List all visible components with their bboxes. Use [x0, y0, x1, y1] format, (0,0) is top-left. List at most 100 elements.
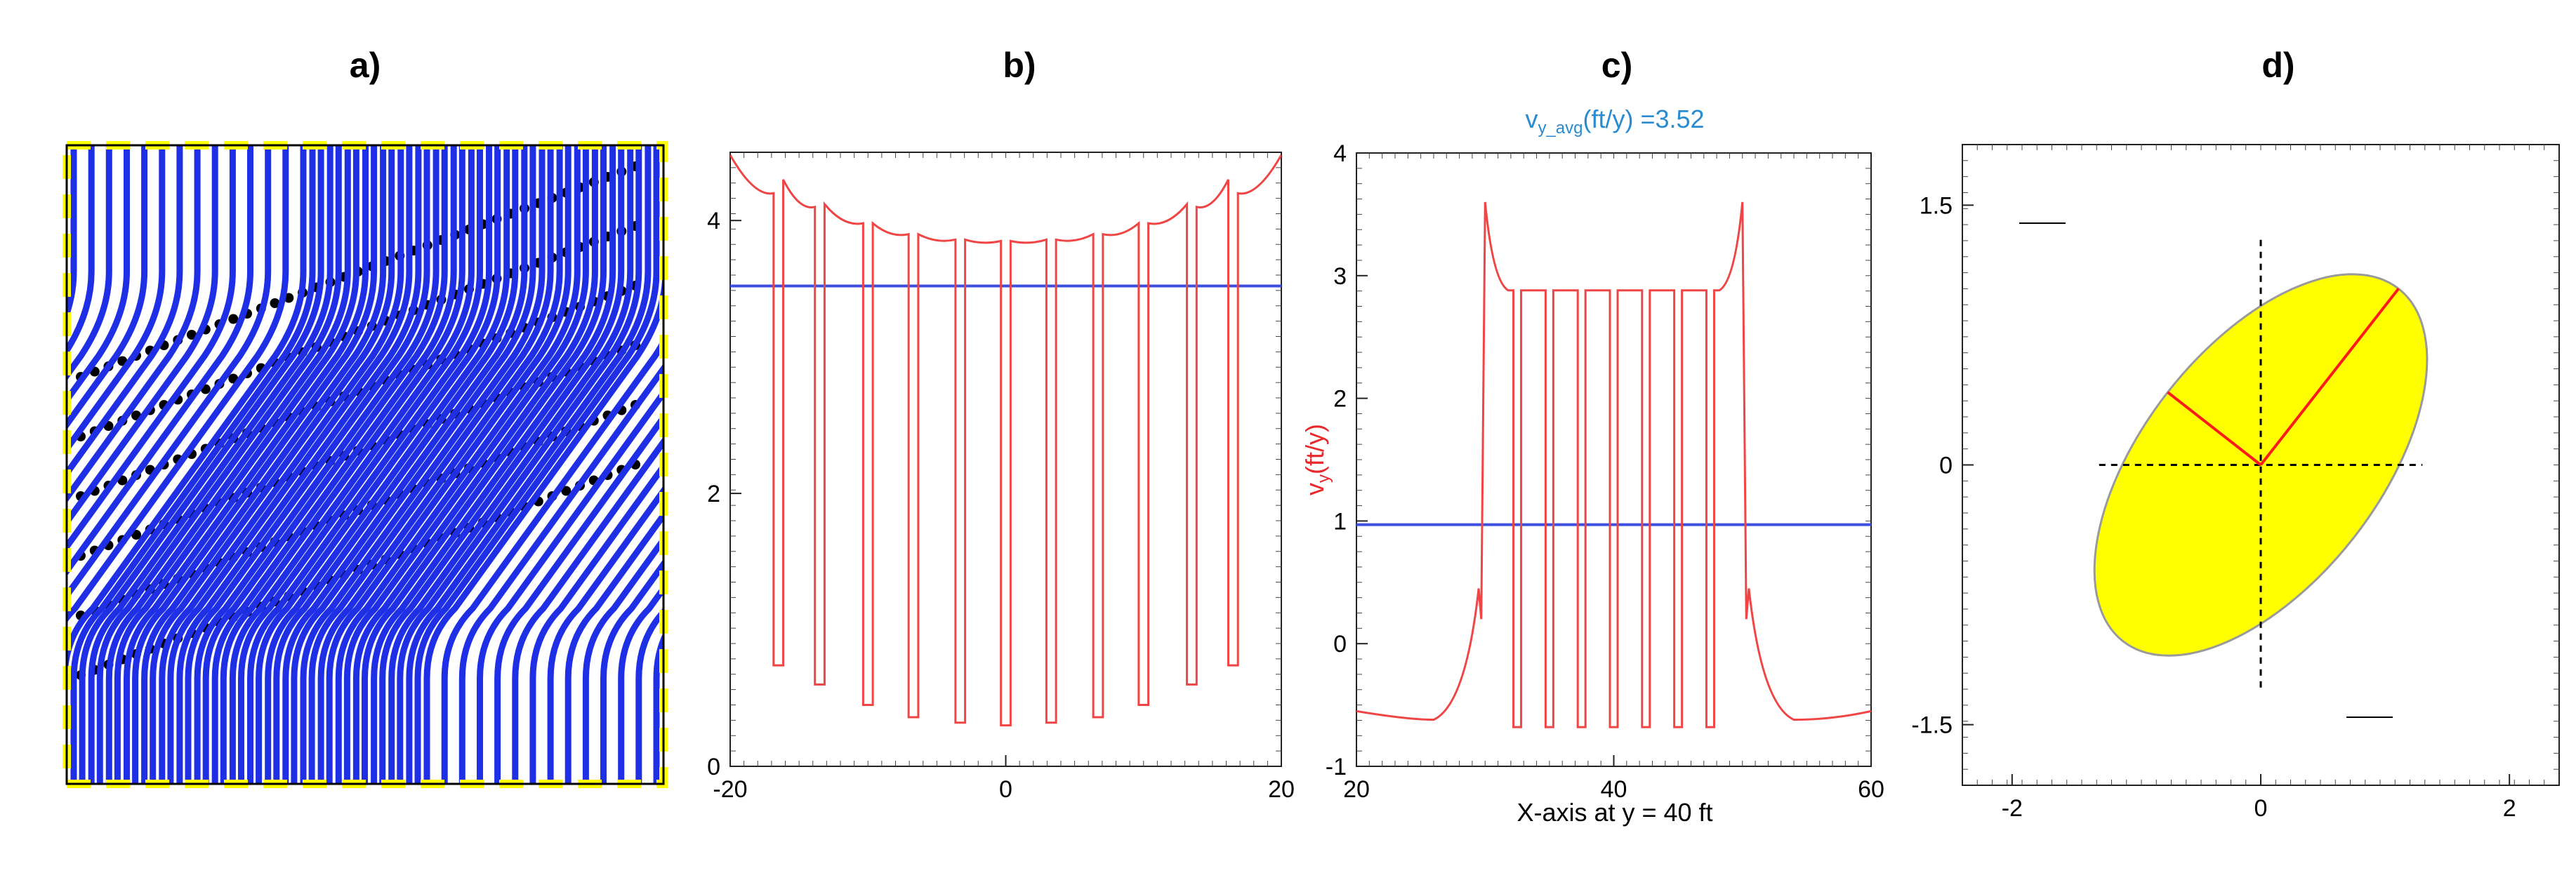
- streamline: [229, 145, 475, 784]
- streamline: [300, 145, 546, 784]
- streamline: [194, 145, 440, 784]
- panel-d-tick-labels: -2 0 2 -1.5 0 1.5: [1911, 192, 2516, 822]
- streamline: [494, 412, 663, 784]
- y-tick-label: 0: [1333, 631, 1347, 658]
- streamline: [67, 145, 77, 324]
- panel-b-plot-area: [729, 152, 1282, 767]
- streamline: [70, 145, 316, 784]
- ellipse-minor-semi-axis: [2167, 391, 2262, 467]
- streamline: [105, 145, 351, 784]
- x-tick-label: 20: [1268, 776, 1295, 803]
- y-tick-label: -1: [1326, 754, 1347, 780]
- panel-c-plot-area: [1356, 152, 1872, 767]
- streamline: [67, 145, 201, 503]
- panel-c-minor-ticks: [1356, 152, 1872, 767]
- streamline: [67, 145, 148, 430]
- streamline: [564, 509, 663, 784]
- streamline: [477, 387, 663, 784]
- x-tick-label: -2: [2002, 795, 2023, 822]
- panel-c-ylabel: vy(ft/y): [1300, 424, 1333, 495]
- y-tick-label: 4: [1333, 140, 1347, 167]
- streamline: [343, 145, 589, 784]
- streamline: [96, 145, 342, 784]
- streamline: [220, 145, 465, 784]
- streamline: [67, 145, 307, 784]
- y-tick-label: 2: [1333, 386, 1347, 413]
- streamline: [547, 485, 663, 784]
- y-tick-label: -1.5: [1911, 712, 1953, 739]
- streamline: [124, 145, 369, 784]
- streamline: [653, 632, 663, 784]
- streamline: [388, 145, 634, 784]
- streamline: [352, 145, 598, 784]
- panel-a-label: a): [350, 46, 381, 85]
- streamline: [458, 363, 663, 784]
- panel-a-frame: [65, 144, 665, 785]
- streamline: [67, 145, 95, 356]
- panel-d-minor-ticks: [1962, 145, 2559, 785]
- y-tick-label: 2: [707, 481, 720, 507]
- streamline: [132, 145, 378, 784]
- streamline: [582, 534, 663, 784]
- streamline: [79, 145, 324, 784]
- streamline: [362, 145, 607, 784]
- y-tick-label: 0: [1939, 453, 1953, 479]
- panel-c-tick-labels: 20 40 60 -1 0 1 2 3 4: [1326, 140, 1884, 803]
- streamline: [176, 145, 422, 784]
- streamline: [67, 145, 130, 406]
- streamline: [238, 145, 483, 784]
- x-tick-label: -20: [713, 776, 747, 803]
- y-tick-label: 1: [1333, 508, 1347, 535]
- inclusion-dot: [228, 314, 239, 324]
- streamline: [211, 145, 457, 784]
- panel-b-label: b): [1003, 46, 1036, 85]
- streamline: [618, 583, 663, 784]
- x-tick-label: 0: [999, 776, 1012, 803]
- streamline: [67, 145, 289, 624]
- streamline: [67, 145, 112, 381]
- streamline: [67, 145, 253, 577]
- panel-c-label: c): [1601, 46, 1632, 85]
- streamline: [265, 145, 510, 784]
- streamline: [379, 145, 625, 784]
- streamline: [635, 607, 663, 784]
- panel-c-chart: vy_avg(ft/y) =3.52 20 40 60 -1 0 1 2 3 4 vy(ft/y…: [1300, 105, 1884, 827]
- ky-ratio-annotation: [2019, 222, 2066, 224]
- streamline: [317, 145, 563, 784]
- panel-b-velocity-curve: [730, 154, 1281, 727]
- streamline: [114, 145, 359, 784]
- streamline: [414, 145, 660, 784]
- streamline: [67, 145, 236, 552]
- streamline: [67, 145, 183, 479]
- streamline: [202, 145, 448, 784]
- inclusion-dot: [561, 486, 572, 496]
- kx-ratio-annotation: [2346, 717, 2393, 718]
- streamline: [256, 145, 501, 784]
- streamline: [185, 145, 430, 784]
- x-tick-label: 60: [1858, 776, 1884, 803]
- streamline: [600, 559, 663, 784]
- panel-a-streamlines: [62, 141, 668, 788]
- streamline: [371, 145, 616, 784]
- streamline: [150, 145, 395, 784]
- streamline: [326, 145, 572, 784]
- streamline: [397, 145, 642, 784]
- panel-b-minor-ticks: [729, 152, 1282, 767]
- streamline: [67, 145, 272, 601]
- panel-a-streamline-group: [67, 145, 663, 784]
- x-tick-label: 40: [1601, 776, 1627, 803]
- x-tick-label: 20: [1343, 776, 1370, 803]
- panel-d-label: d): [2261, 46, 2294, 85]
- streamline: [141, 145, 387, 784]
- inclusion-dot: [270, 298, 280, 308]
- y-tick-label: 3: [1333, 263, 1347, 290]
- streamline: [308, 145, 554, 784]
- ellipse-major-semi-axis: [2259, 288, 2400, 466]
- inclusion-dot: [187, 330, 197, 340]
- streamline: [159, 145, 404, 784]
- y-tick-label: 1.5: [1920, 192, 1953, 219]
- streamline: [335, 145, 581, 784]
